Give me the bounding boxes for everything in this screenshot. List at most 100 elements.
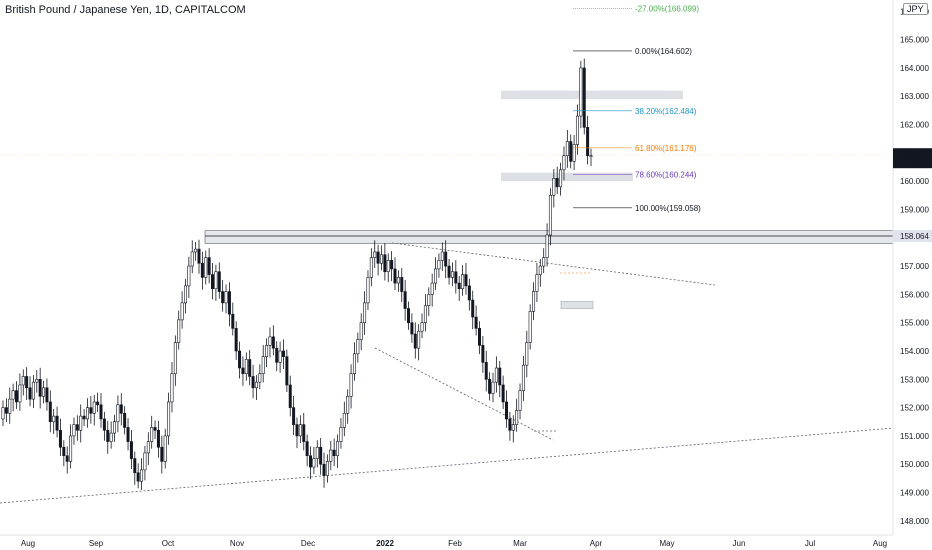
fib-label: 78.60%(160.244) <box>635 170 697 179</box>
candle-body <box>38 379 42 397</box>
candle-body <box>197 248 201 264</box>
candle-body <box>92 401 96 414</box>
candle-body <box>254 381 258 389</box>
fib-layer: -27.00%(166.099) 0.00%(164.602) 38.20%(162… <box>573 5 701 213</box>
price-tick-label: 155.000 <box>900 319 929 328</box>
candle-body <box>396 277 400 284</box>
candle-body <box>450 271 454 278</box>
candle-body <box>140 469 144 482</box>
candle-body <box>461 274 465 290</box>
candle-body <box>55 415 59 431</box>
candle-body <box>319 446 323 465</box>
candle-body <box>508 418 512 431</box>
candle-body <box>4 407 8 414</box>
candle-body <box>126 427 130 442</box>
candle-body <box>200 262 204 278</box>
currency-badge[interactable]: JPY <box>903 3 928 15</box>
candle-body <box>559 169 563 188</box>
zone-layer <box>0 90 894 309</box>
price-tick-label: 154.000 <box>900 347 929 356</box>
candle-body <box>11 390 15 400</box>
time-tick-label: May <box>659 539 674 548</box>
candle-body <box>430 282 434 295</box>
candle-body <box>48 401 52 423</box>
candle-body <box>25 376 29 389</box>
candle-body <box>400 277 404 292</box>
candle-body <box>410 322 414 335</box>
trendline <box>374 347 554 441</box>
candle-body <box>35 379 39 383</box>
candle-body <box>373 251 377 258</box>
candle-body <box>518 390 522 411</box>
demand-zone <box>501 172 633 182</box>
fib-label: 38.20%(162.484) <box>635 107 697 116</box>
candle-layer <box>1 58 593 490</box>
trendline <box>0 427 894 504</box>
candle-body <box>457 282 461 290</box>
candle-body <box>521 364 525 391</box>
candle-body <box>58 429 62 448</box>
candle-body <box>494 367 498 383</box>
candle-body <box>562 155 566 171</box>
candle-body <box>548 195 552 236</box>
candle-body <box>62 446 66 457</box>
candle-body <box>386 260 390 273</box>
candle-body <box>393 268 397 284</box>
candle-body <box>268 336 272 346</box>
time-tick-label: Mar <box>513 539 527 548</box>
candle-body <box>119 404 123 414</box>
candle-body <box>569 141 573 162</box>
candle-body <box>285 356 289 386</box>
time-tick-label: Oct <box>162 539 175 548</box>
candle-body <box>295 424 299 437</box>
candle-body <box>133 458 137 474</box>
candle-body <box>298 424 302 437</box>
current-price-box <box>893 148 932 169</box>
candle-body <box>275 347 279 363</box>
candle-body <box>79 415 83 431</box>
candle-body <box>194 248 198 253</box>
candle-body <box>484 362 488 380</box>
candle-body <box>315 446 319 459</box>
price-tick-label: 152.000 <box>900 404 929 413</box>
chart-title: British Pound / Japanese Yen, 1D, CAPITA… <box>5 4 246 16</box>
candle-body <box>258 373 262 383</box>
candle-body <box>160 446 164 462</box>
price-tick-label: 164.000 <box>900 64 929 73</box>
candle-body <box>565 141 569 156</box>
candle-body <box>589 155 593 157</box>
candle-body <box>464 274 468 287</box>
candle-body <box>183 285 187 304</box>
candle-body <box>214 271 218 290</box>
candle-body <box>552 178 556 196</box>
candle-body <box>173 342 177 374</box>
candle-body <box>390 260 394 270</box>
candle-body <box>146 441 150 454</box>
candle-body <box>143 452 147 471</box>
price-tick-label: 149.000 <box>900 489 929 498</box>
fib-label: 0.00%(164.602) <box>635 47 692 56</box>
price-tick-label: 165.000 <box>900 36 929 45</box>
candle-body <box>505 401 509 420</box>
candle-body <box>204 257 208 278</box>
candle-body <box>265 345 269 357</box>
fib-label: 61.80%(161.176) <box>635 144 697 153</box>
candle-body <box>288 384 292 408</box>
price-tick-label: 160.000 <box>900 177 929 186</box>
candle-body <box>109 432 113 442</box>
candle-body <box>346 395 350 414</box>
candle-body <box>136 472 140 482</box>
candle-body <box>251 376 255 389</box>
candle-body <box>376 251 380 264</box>
candle-body <box>113 421 117 434</box>
candle-body <box>281 350 285 357</box>
candle-body <box>102 418 106 431</box>
candle-body <box>72 424 76 437</box>
price-tick-label: 148.000 <box>900 517 929 526</box>
candle-body <box>434 268 438 284</box>
candle-body <box>292 407 296 425</box>
candle-body <box>278 350 282 363</box>
candle-body <box>511 424 515 431</box>
candle-body <box>532 291 536 312</box>
